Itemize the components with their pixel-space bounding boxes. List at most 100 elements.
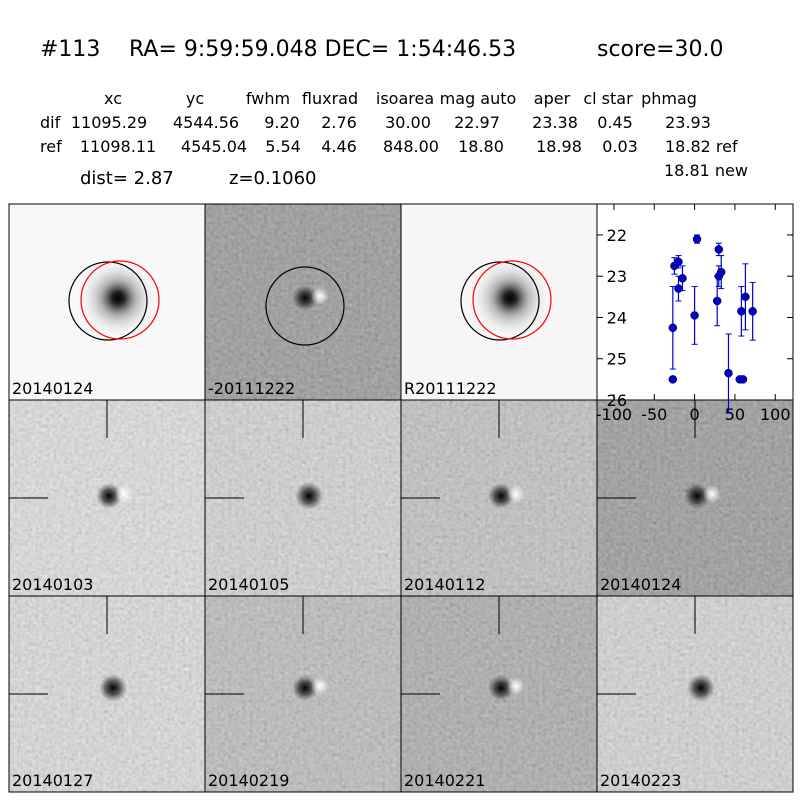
stamp-label: 20140127 xyxy=(12,771,93,790)
table-cell: 11095.29 xyxy=(71,113,147,132)
source xyxy=(684,483,710,509)
stamp-label: 20140112 xyxy=(404,575,485,594)
score: score=30.0 xyxy=(597,37,724,62)
stamp-label: -20111222 xyxy=(208,379,295,398)
stamp-grid: 20140124 -20111222 R20111222 20140103 201401… xyxy=(8,203,794,793)
y-tick-label: 23 xyxy=(607,267,627,286)
table-cell: 0.03 xyxy=(602,137,638,156)
point xyxy=(674,257,683,267)
x-tick-label: 0 xyxy=(690,405,700,424)
table-cell: 18.80 xyxy=(458,137,504,156)
candidate-id: #113 xyxy=(40,37,100,62)
source xyxy=(96,483,122,509)
point xyxy=(692,234,702,244)
table-cell: 18.82 ref xyxy=(665,137,738,156)
point xyxy=(714,245,724,254)
y-tick-label: 25 xyxy=(607,350,627,369)
x-tick-label: -100 xyxy=(596,405,632,424)
stamp-label: 20140219 xyxy=(208,771,289,790)
stamp: 20140105 xyxy=(204,399,402,597)
y-tick-label: 22 xyxy=(607,226,627,245)
aperture xyxy=(68,261,148,341)
y-tick-label: 26 xyxy=(607,391,627,410)
stamp-label: 20140124 xyxy=(600,575,681,594)
x-tick-label: 100 xyxy=(760,405,791,424)
point xyxy=(668,323,678,333)
redshift: z=0.1060 xyxy=(229,168,317,189)
column-header: fwhm xyxy=(246,89,290,108)
column-header: fluxrad xyxy=(302,89,358,108)
stamp-label: R20111222 xyxy=(404,379,497,398)
stamp-label: 20140221 xyxy=(404,771,485,790)
stamp: 20140221 xyxy=(400,595,598,793)
source xyxy=(488,483,514,509)
table-cell: 4545.04 xyxy=(181,137,247,156)
table-cell: 0.45 xyxy=(597,113,633,132)
stamp-label: 20140103 xyxy=(12,575,93,594)
point xyxy=(690,311,699,320)
row-label: ref xyxy=(40,137,62,156)
source-residual xyxy=(703,485,721,503)
point xyxy=(716,267,726,277)
aperture xyxy=(80,260,160,340)
table: xc yc fwhm fluxrad isoarea mag auto aper cl sta… xyxy=(40,89,738,156)
x-tick-label: -50 xyxy=(641,405,667,424)
column-header: cl star xyxy=(583,89,633,108)
source xyxy=(292,675,318,701)
table-cell: 22.97 xyxy=(454,113,500,132)
source xyxy=(99,674,127,702)
stamp-label: 20140124 xyxy=(12,379,93,398)
point xyxy=(668,375,678,384)
column-header: phmag xyxy=(641,89,697,108)
new-mag: 18.81 new xyxy=(664,161,748,180)
point xyxy=(724,368,733,378)
source-residual xyxy=(507,485,525,503)
stamp: -20111222 xyxy=(204,203,402,401)
source xyxy=(687,674,715,702)
aperture xyxy=(460,261,540,341)
stamp: R20111222 xyxy=(400,203,598,401)
stamp: 20140112 xyxy=(400,399,598,597)
point xyxy=(678,274,687,283)
point xyxy=(738,375,748,384)
source xyxy=(292,285,318,311)
table-cell: 4544.56 xyxy=(173,113,239,132)
aperture xyxy=(265,266,345,346)
stamp: 20140127 xyxy=(8,595,206,793)
column-header: mag auto xyxy=(440,89,517,108)
stamp: 20140124 xyxy=(596,399,794,597)
column-header: aper xyxy=(534,89,571,108)
coordinates: RA= 9:59:59.048 DEC= 1:54:46.53 xyxy=(129,37,516,62)
stamp-frame xyxy=(596,595,794,793)
source xyxy=(488,675,514,701)
stamp-label: 20140223 xyxy=(600,771,681,790)
point xyxy=(674,284,683,293)
stamp: 20140124 xyxy=(8,203,206,401)
stamp: 20140103 xyxy=(8,399,206,597)
table-cell: 23.38 xyxy=(532,113,578,132)
source-residual xyxy=(311,677,329,695)
table-cell: 4.46 xyxy=(321,137,357,156)
source-residual xyxy=(507,677,525,695)
column-header: yc xyxy=(186,89,204,108)
table-cell: 18.98 xyxy=(536,137,582,156)
column-header: isoarea xyxy=(376,89,434,108)
source-residual xyxy=(311,287,329,305)
source xyxy=(470,258,550,338)
point xyxy=(737,307,746,316)
row-label: dif xyxy=(40,113,61,132)
source xyxy=(78,258,158,338)
source xyxy=(295,482,323,510)
table-cell: 848.00 xyxy=(383,137,439,156)
light-curve: 22 23 24 25 26-100 -50 0 50 100 xyxy=(596,203,794,424)
column-header: xc xyxy=(104,89,122,108)
point xyxy=(712,296,722,306)
table-cell: 30.00 xyxy=(385,113,431,132)
x-tick-label: 50 xyxy=(725,405,745,424)
stamp: 20140219 xyxy=(204,595,402,793)
y-tick-label: 24 xyxy=(607,308,627,327)
table-cell: 5.54 xyxy=(265,137,301,156)
table-cell: 9.20 xyxy=(264,113,300,132)
table-cell: 23.93 xyxy=(665,113,711,132)
